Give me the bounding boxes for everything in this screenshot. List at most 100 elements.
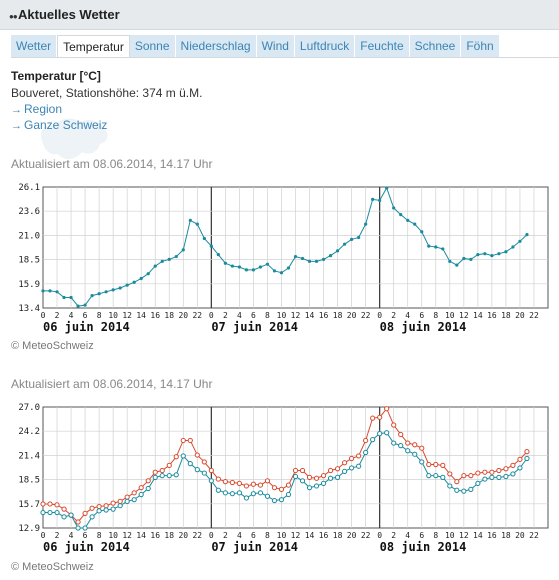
data-point	[341, 468, 348, 474]
data-point	[356, 463, 362, 469]
data-point	[47, 509, 53, 516]
y-tick-label: 26.1	[18, 183, 40, 193]
data-point	[475, 480, 481, 486]
data-point	[490, 253, 494, 258]
data-point	[426, 473, 432, 479]
series-line	[43, 432, 528, 529]
chart1-credit: © MeteoSchweiz	[11, 340, 94, 352]
tab-foehn[interactable]: Föhn	[461, 35, 500, 57]
y-tick-label: 15.9	[18, 280, 40, 290]
data-point	[307, 259, 312, 263]
x-tick-label: 4	[405, 311, 410, 320]
data-point	[320, 480, 327, 486]
data-point	[392, 206, 396, 210]
temperature-comparison-chart: 27.024.221.418.515.712.90 2 4 6 8 10 12 14 16 18 2…	[18, 403, 549, 554]
data-point	[250, 481, 257, 487]
x-tick-label: 4	[69, 311, 74, 320]
data-point	[48, 289, 52, 293]
data-point	[413, 222, 417, 226]
ganze-schweiz-link[interactable]: → Ganze Schweiz	[11, 118, 202, 132]
tab-niederschlag[interactable]: Niederschlag	[175, 35, 257, 57]
x-tick-label: 20	[347, 311, 357, 320]
tab-wetter[interactable]: Wetter	[11, 35, 58, 57]
data-point	[524, 455, 530, 462]
data-point	[216, 253, 220, 257]
x-tick-label: 20	[515, 531, 525, 540]
data-point	[54, 502, 60, 508]
tab-wind[interactable]: Wind	[256, 35, 295, 57]
data-point	[258, 265, 263, 269]
x-tick-label: 18	[164, 531, 174, 540]
day-label: 06 juin 2014	[43, 320, 130, 334]
x-tick-label: 0	[41, 531, 46, 540]
data-point	[406, 218, 410, 222]
data-point	[286, 266, 291, 270]
data-point	[265, 262, 270, 266]
chart1-updated-label: Aktualisiert am 08.06.2014, 14.17 Uhr	[11, 157, 213, 171]
data-point	[299, 467, 306, 474]
tab-feuchte[interactable]: Feuchte	[355, 35, 410, 57]
x-tick-label: 0	[209, 311, 214, 320]
tab-temperatur[interactable]: Temperatur	[57, 35, 130, 58]
data-point	[76, 304, 80, 308]
data-point	[103, 507, 109, 513]
data-point	[433, 473, 439, 479]
x-tick-label: 12	[459, 311, 469, 320]
y-tick-label: 13.4	[18, 304, 40, 314]
data-point	[371, 197, 375, 201]
data-point	[279, 271, 284, 275]
data-point	[363, 437, 369, 444]
x-tick-label: 0	[41, 311, 46, 320]
x-tick-label: 6	[251, 531, 256, 540]
data-point	[152, 474, 158, 480]
day-label: 07 juin 2014	[211, 320, 298, 334]
x-tick-label: 22	[529, 311, 539, 320]
data-point	[145, 485, 151, 492]
data-point	[405, 448, 411, 454]
data-point	[264, 493, 271, 499]
data-point	[468, 473, 474, 479]
data-point	[97, 292, 101, 296]
x-tick-label: 10	[277, 311, 287, 320]
data-point	[201, 470, 207, 476]
data-point	[278, 486, 285, 492]
data-point	[398, 431, 404, 438]
x-tick-label: 20	[515, 311, 525, 320]
data-point	[173, 472, 179, 478]
data-point	[208, 467, 214, 474]
data-point	[405, 440, 411, 446]
x-tick-label: 0	[209, 531, 214, 540]
x-tick-label: 10	[445, 531, 455, 540]
region-link[interactable]: → Region	[11, 102, 202, 116]
data-point	[257, 482, 264, 488]
tab-sonne[interactable]: Sonne	[129, 35, 176, 57]
x-tick-label: 10	[445, 311, 455, 320]
data-point	[201, 459, 207, 465]
tab-schnee[interactable]: Schnee	[409, 35, 462, 57]
data-point	[40, 501, 46, 507]
data-point	[41, 289, 45, 293]
data-point	[462, 256, 466, 261]
data-point	[153, 264, 157, 268]
data-point	[124, 494, 130, 500]
data-point	[524, 449, 530, 455]
data-point	[517, 456, 523, 462]
data-point	[166, 473, 172, 479]
data-point	[419, 445, 425, 451]
data-point	[489, 474, 495, 480]
data-point	[222, 490, 228, 496]
data-point	[370, 415, 376, 421]
data-point	[475, 470, 481, 476]
x-tick-label: 12	[459, 531, 469, 540]
x-tick-label: 6	[83, 531, 88, 540]
data-point	[278, 497, 285, 503]
data-point	[357, 235, 361, 240]
data-point	[419, 459, 425, 465]
data-point	[384, 430, 390, 436]
data-point	[180, 437, 186, 444]
tab-luftdruck[interactable]: Luftdruck	[294, 35, 356, 57]
data-point	[377, 431, 383, 437]
x-tick-label: 8	[433, 311, 438, 320]
data-point	[61, 506, 67, 512]
data-point	[327, 467, 334, 474]
